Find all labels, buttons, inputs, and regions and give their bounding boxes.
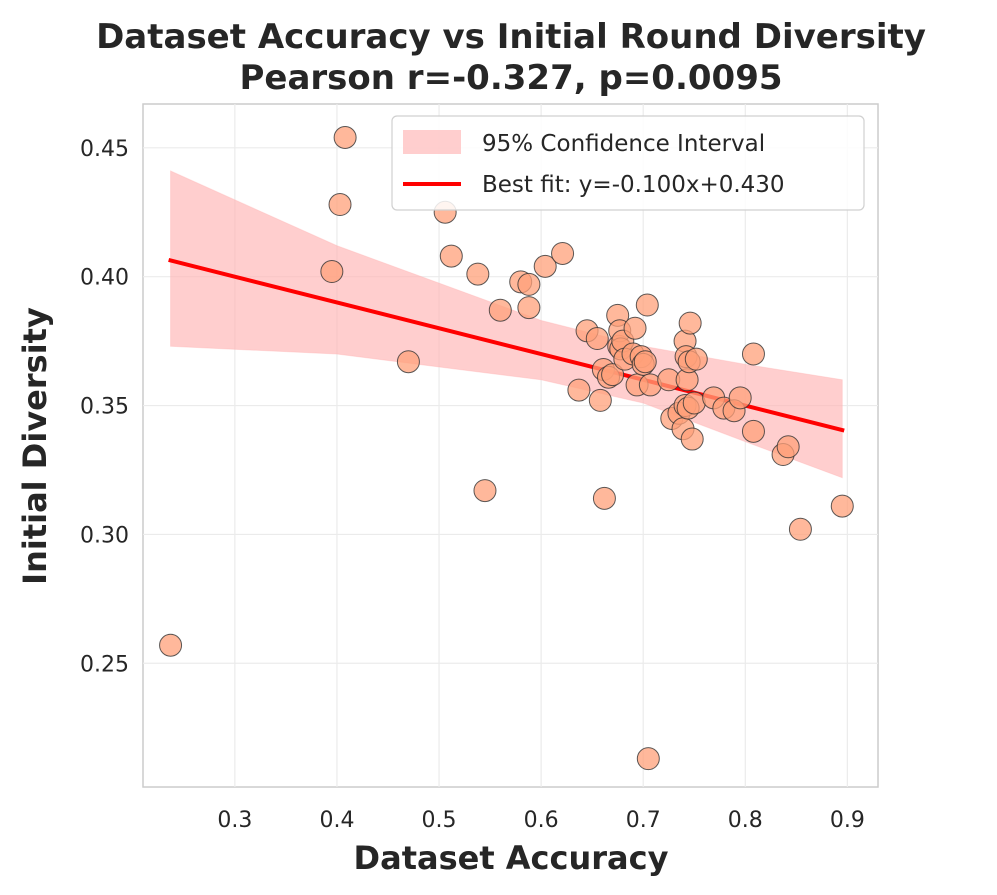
data-point (682, 391, 706, 415)
confidence-band (170, 170, 843, 479)
chart-subtitle: Pearson r=-0.327, p=0.0095 (239, 58, 782, 98)
legend-band-swatch (403, 130, 461, 154)
data-point (684, 347, 708, 371)
y-tick-label: 0.45 (80, 137, 129, 162)
data-point (680, 427, 704, 451)
data-point (473, 479, 497, 503)
data-point (533, 254, 557, 278)
data-point (741, 342, 765, 366)
x-tick-label: 0.8 (728, 808, 763, 833)
y-tick-label: 0.25 (80, 652, 129, 677)
data-point (439, 244, 463, 268)
x-tick-label: 0.4 (319, 808, 354, 833)
x-tick-label: 0.3 (217, 808, 252, 833)
data-point (466, 262, 490, 286)
y-tick-label: 0.35 (80, 395, 129, 420)
data-point (623, 316, 647, 340)
data-point (517, 272, 541, 296)
x-tick-label: 0.5 (422, 808, 457, 833)
data-point (788, 517, 812, 541)
legend-box (391, 115, 865, 211)
data-points (159, 126, 854, 771)
x-tick-label: 0.9 (830, 808, 865, 833)
data-point (551, 241, 575, 265)
y-tick-label: 0.30 (80, 523, 129, 548)
data-point (830, 494, 854, 518)
data-point (592, 486, 616, 510)
data-point (585, 327, 609, 351)
data-point (635, 293, 659, 317)
data-point (601, 363, 625, 387)
x-tick-label: 0.6 (524, 808, 559, 833)
legend-label-fit: Best fit: y=-0.100x+0.430 (482, 172, 785, 198)
data-point (517, 296, 541, 320)
data-point (488, 298, 512, 322)
data-point (396, 350, 420, 374)
data-point (728, 386, 752, 410)
data-point (320, 260, 344, 284)
x-axis-label: Dataset Accuracy (354, 839, 669, 877)
data-point (567, 378, 591, 402)
chart-title: Dataset Accuracy vs Initial Round Divers… (96, 17, 926, 57)
data-point (328, 193, 352, 217)
y-tick-label: 0.40 (80, 266, 129, 291)
y-axis-label: Initial Diversity (16, 307, 54, 585)
data-point (636, 747, 660, 771)
data-point (333, 126, 357, 150)
data-point (588, 388, 612, 412)
tick-labels: 0.3 0.4 0.5 0.6 0.7 0.8 0.9 0.25 0.30 0.35 0.40 0.4… (80, 137, 865, 833)
data-point (741, 419, 765, 443)
legend: 95% Confidence Interval Best fit: y=-0.1… (391, 115, 865, 211)
x-tick-label: 0.7 (626, 808, 661, 833)
data-point (678, 311, 702, 335)
legend-label-confidence: 95% Confidence Interval (482, 131, 765, 157)
confidence-band-layer (170, 170, 843, 479)
data-point (776, 435, 800, 459)
data-point (633, 350, 657, 374)
data-point (159, 633, 183, 657)
